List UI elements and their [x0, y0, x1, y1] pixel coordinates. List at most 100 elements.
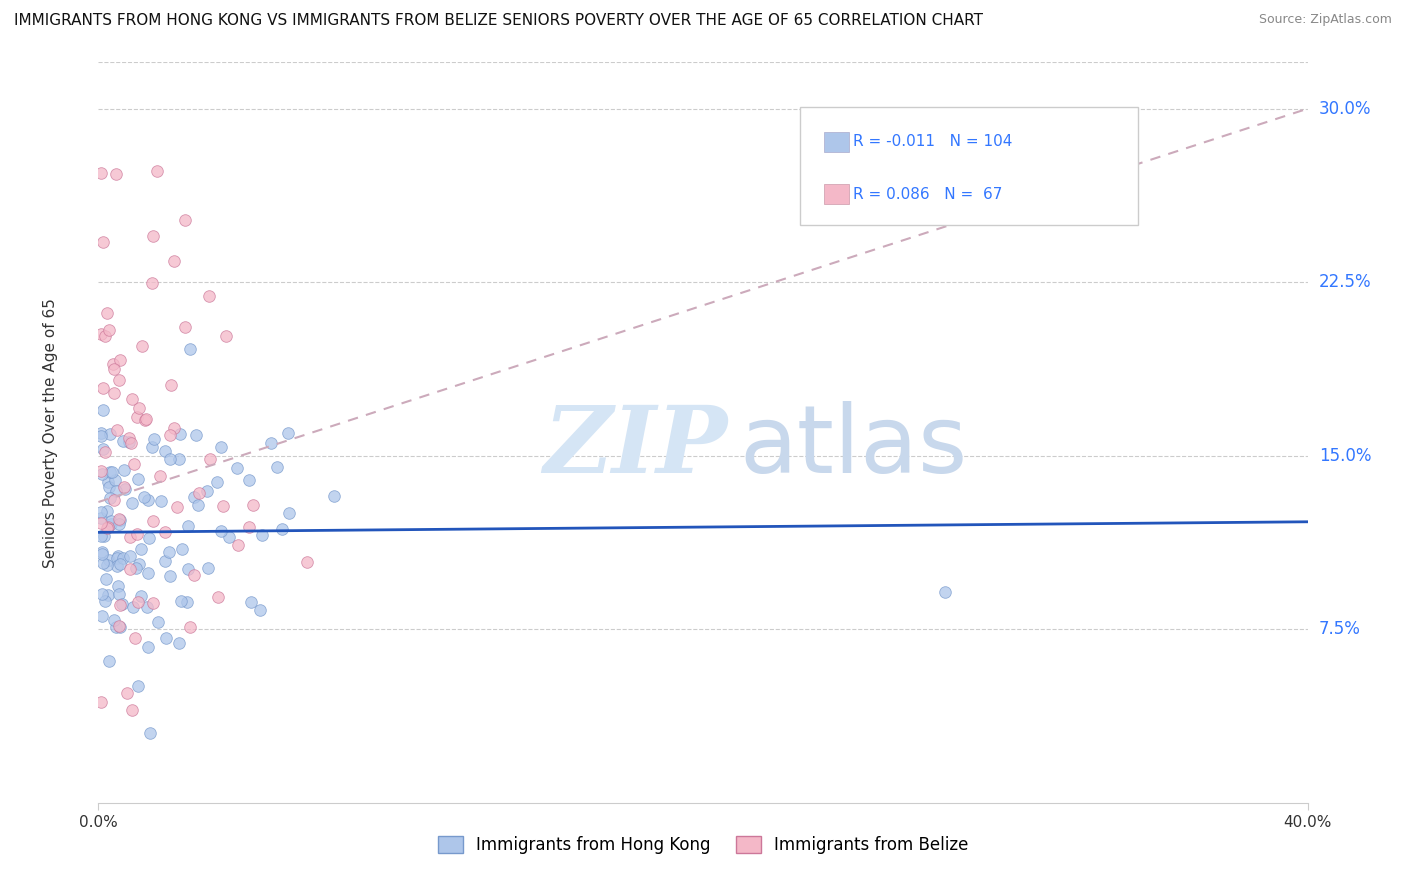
Point: [195, 483, 218, 498]
Point: [110, 513, 132, 527]
Point: [160, 378, 183, 392]
Point: [103, 493, 125, 508]
Point: [94, 444, 117, 458]
Point: [163, 253, 186, 268]
Point: [166, 500, 188, 514]
Point: [96, 521, 118, 535]
Point: [103, 357, 125, 371]
Point: [107, 516, 129, 531]
Point: [131, 589, 153, 603]
Point: [212, 499, 235, 513]
Point: [112, 463, 135, 477]
Point: [150, 494, 173, 508]
Point: [127, 595, 149, 609]
Point: [145, 164, 167, 178]
Point: [104, 620, 127, 634]
Point: [120, 436, 142, 450]
Point: [170, 594, 193, 608]
Point: [136, 599, 159, 614]
Point: [127, 409, 149, 424]
Point: [120, 530, 142, 544]
Point: [167, 452, 190, 467]
Point: [90, 510, 112, 524]
Point: [127, 473, 149, 487]
Point: [103, 614, 125, 628]
Point: [205, 475, 228, 490]
Point: [159, 428, 181, 442]
Point: [108, 557, 131, 571]
Point: [96, 504, 118, 518]
Point: [98, 480, 121, 494]
Point: [127, 680, 149, 694]
Text: R = 0.086   N =  67: R = 0.086 N = 67: [853, 186, 1002, 202]
Point: [159, 452, 181, 467]
Text: 22.5%: 22.5%: [1319, 273, 1371, 291]
Point: [91, 556, 114, 570]
Point: [934, 585, 956, 599]
Point: [122, 457, 145, 471]
Point: [172, 542, 194, 557]
Bar: [824, 184, 849, 204]
Point: [238, 520, 260, 534]
Point: [105, 483, 128, 498]
Point: [197, 561, 219, 575]
Text: 15.0%: 15.0%: [1319, 447, 1371, 465]
Point: [91, 548, 114, 562]
Point: [97, 520, 120, 534]
Point: [91, 235, 114, 250]
Point: [249, 603, 271, 617]
Point: [105, 559, 128, 574]
Point: [142, 596, 165, 610]
Point: [108, 620, 131, 634]
Text: R = -0.011   N = 104: R = -0.011 N = 104: [853, 135, 1012, 149]
Point: [103, 385, 125, 400]
Point: [266, 460, 288, 475]
Point: [159, 545, 181, 559]
Point: [114, 482, 136, 496]
Point: [125, 527, 148, 541]
Point: [176, 595, 198, 609]
Point: [297, 555, 319, 569]
Point: [139, 726, 162, 740]
Point: [90, 425, 112, 440]
Point: [238, 473, 260, 487]
Bar: [824, 132, 849, 152]
Point: [277, 425, 299, 440]
Point: [98, 465, 121, 479]
Point: [134, 413, 156, 427]
Point: [173, 320, 195, 334]
Point: [93, 329, 115, 343]
Point: [98, 323, 121, 337]
Point: [142, 514, 165, 528]
Point: [136, 566, 159, 581]
Point: [107, 578, 129, 592]
Point: [177, 562, 200, 576]
Point: [209, 440, 232, 454]
Point: [96, 306, 118, 320]
Point: [98, 552, 121, 566]
Point: [121, 703, 143, 717]
Text: ZIP: ZIP: [543, 402, 727, 492]
Point: [118, 435, 141, 450]
Point: [93, 529, 115, 543]
Text: atlas: atlas: [740, 401, 967, 493]
Point: [278, 507, 301, 521]
Point: [167, 636, 190, 650]
Point: [149, 469, 172, 483]
Point: [97, 475, 120, 489]
Point: [101, 465, 124, 479]
Point: [141, 440, 163, 454]
Point: [270, 522, 292, 536]
Point: [90, 429, 112, 443]
Point: [179, 342, 201, 356]
Point: [108, 353, 131, 368]
Point: [97, 588, 120, 602]
Text: Source: ZipAtlas.com: Source: ZipAtlas.com: [1258, 13, 1392, 27]
Point: [169, 426, 191, 441]
Point: [104, 473, 127, 487]
Point: [159, 569, 181, 583]
Point: [142, 229, 165, 244]
Point: [121, 496, 143, 510]
Point: [90, 529, 112, 543]
Point: [198, 451, 221, 466]
